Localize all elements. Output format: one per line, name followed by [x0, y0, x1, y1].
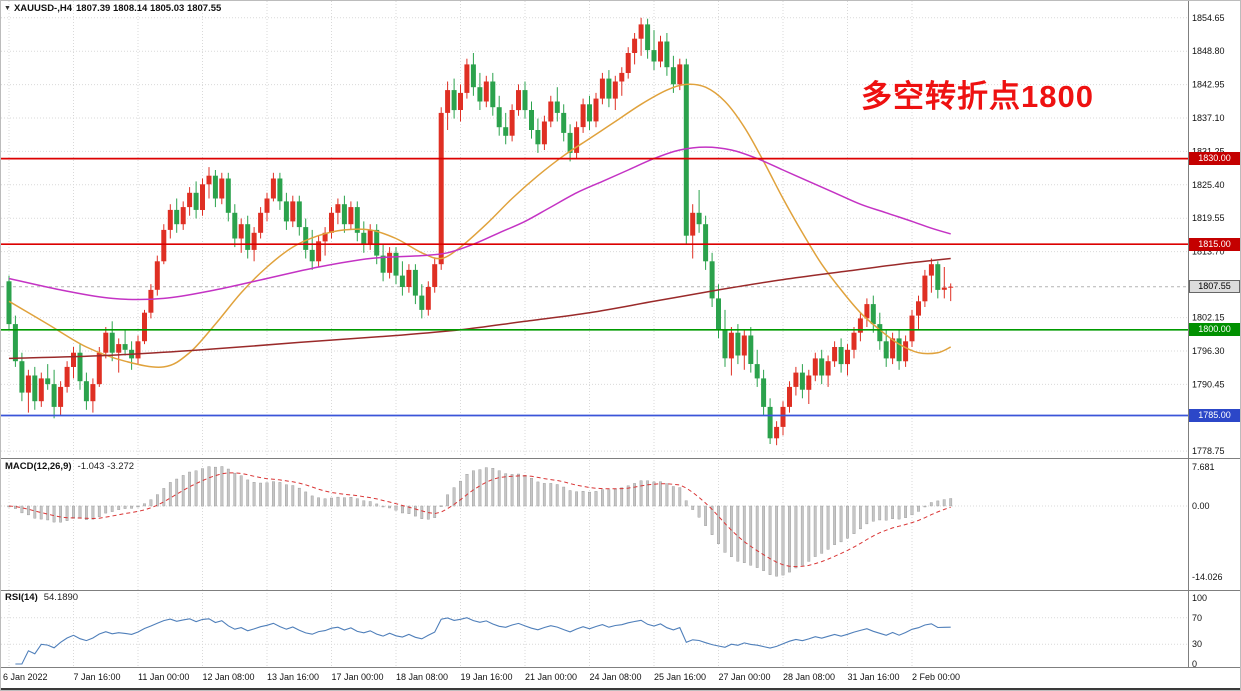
- ohlc-values-label: 1807.39 1808.14 1805.03 1807.55: [76, 3, 222, 14]
- svg-text:1778.75: 1778.75: [1192, 446, 1225, 456]
- svg-text:25 Jan 16:00: 25 Jan 16:00: [654, 672, 706, 682]
- svg-text:7 Jan 16:00: 7 Jan 16:00: [74, 672, 121, 682]
- macd-values: -1.043 -3.272: [77, 461, 135, 472]
- svg-text:70: 70: [1192, 613, 1202, 623]
- macd-signal-line: [8, 472, 951, 568]
- svg-text:1848.80: 1848.80: [1192, 46, 1225, 56]
- svg-text:28 Jan 08:00: 28 Jan 08:00: [783, 672, 835, 682]
- svg-text:0: 0: [1192, 659, 1197, 669]
- svg-text:31 Jan 16:00: 31 Jan 16:00: [848, 672, 900, 682]
- svg-text:30: 30: [1192, 639, 1202, 649]
- svg-text:1831.25: 1831.25: [1192, 146, 1225, 156]
- svg-text:1796.30: 1796.30: [1192, 346, 1225, 356]
- svg-text:1802.15: 1802.15: [1192, 313, 1225, 323]
- price-axis-labels[interactable]: 1854.65 1848.80 1842.95 1837.10 1831.25 1825.…: [1192, 13, 1225, 669]
- svg-text:6 Jan 2022: 6 Jan 2022: [3, 672, 48, 682]
- rsi-indicator-label: RSI(14) 54.1890: [5, 592, 78, 603]
- candlestick-series: [6, 17, 954, 446]
- svg-text:7.681: 7.681: [1192, 462, 1215, 472]
- price-badge-1785.00: 1785.00: [1189, 409, 1240, 422]
- svg-text:1790.45: 1790.45: [1192, 379, 1225, 389]
- macd-indicator-label: MACD(12,26,9) -1.043 -3.272: [5, 461, 134, 472]
- symbol-timeframe-label: XAUUSD-,H4: [13, 3, 72, 14]
- svg-text:1819.55: 1819.55: [1192, 213, 1225, 223]
- svg-text:0.00: 0.00: [1192, 501, 1210, 511]
- svg-text:100: 100: [1192, 593, 1207, 603]
- price-badge-1815.00: 1815.00: [1189, 238, 1240, 251]
- svg-text:1854.65: 1854.65: [1192, 13, 1225, 23]
- svg-text:1842.95: 1842.95: [1192, 80, 1225, 90]
- svg-text:27 Jan 00:00: 27 Jan 00:00: [719, 672, 771, 682]
- macd-histogram: [7, 466, 953, 577]
- time-axis-labels[interactable]: 6 Jan 2022 7 Jan 16:00 11 Jan 00:00 12 Jan …: [3, 672, 960, 682]
- chart-annotation-text: 多空转折点1800: [861, 79, 1094, 114]
- price-badge-1830.00: 1830.00: [1189, 152, 1240, 165]
- svg-text:11 Jan 00:00: 11 Jan 00:00: [138, 672, 189, 682]
- svg-text:18 Jan 08:00: 18 Jan 08:00: [396, 672, 448, 682]
- window-bottom-edge: [1, 688, 1240, 690]
- svg-text:1825.40: 1825.40: [1192, 180, 1225, 190]
- rsi-value: 54.1890: [43, 592, 79, 603]
- svg-text:19 Jan 16:00: 19 Jan 16:00: [461, 672, 513, 682]
- ma-mid-magenta: [8, 146, 951, 301]
- current-price-badge: 1807.55: [1189, 280, 1240, 293]
- chart-symbol-info: ▼ XAUUSD-,H4 1807.39 1808.14 1805.03 1807.…: [4, 3, 221, 14]
- svg-text:2 Feb 00:00: 2 Feb 00:00: [912, 672, 960, 682]
- ma-fast-orange: [8, 83, 952, 368]
- svg-text:12 Jan 08:00: 12 Jan 08:00: [203, 672, 255, 682]
- svg-text:13 Jan 16:00: 13 Jan 16:00: [267, 672, 319, 682]
- svg-text:17 Jan 00:00: 17 Jan 00:00: [332, 672, 384, 682]
- rsi-label: RSI(14): [5, 592, 38, 603]
- svg-text:1813.70: 1813.70: [1192, 247, 1225, 257]
- rsi-line: [15, 617, 951, 665]
- ma-slow-darkred: [8, 257, 951, 360]
- svg-text:21 Jan 00:00: 21 Jan 00:00: [525, 672, 577, 682]
- svg-text:-14.026: -14.026: [1192, 572, 1223, 582]
- price-badge-1800.00: 1800.00: [1189, 323, 1240, 336]
- svg-text:24 Jan 08:00: 24 Jan 08:00: [590, 672, 642, 682]
- collapse-triangle-icon[interactable]: ▼: [4, 5, 11, 12]
- macd-label: MACD(12,26,9): [5, 461, 72, 472]
- svg-text:1837.10: 1837.10: [1192, 113, 1225, 123]
